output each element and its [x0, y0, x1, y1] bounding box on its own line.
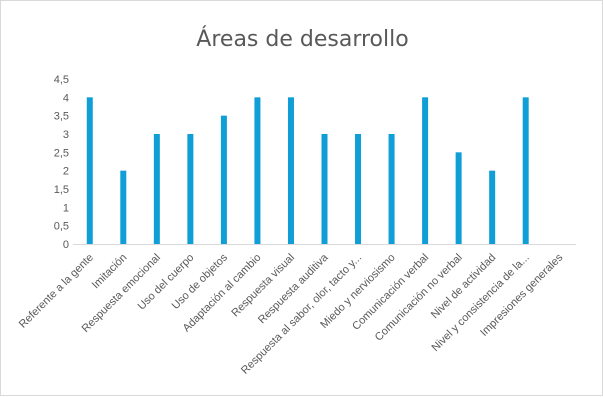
x-tick-label: Respuesta al sabor, olor, tacto y...	[239, 252, 364, 377]
y-tick-label: 3,5	[54, 111, 69, 123]
bar	[522, 97, 529, 244]
y-tick-label: 4,5	[54, 74, 69, 86]
y-tick-label: 4	[63, 92, 69, 104]
y-tick-label: 1	[63, 202, 69, 214]
bar	[153, 134, 160, 244]
y-tick-label: 0,5	[54, 221, 69, 233]
bar	[254, 97, 261, 244]
bar	[287, 97, 294, 244]
y-tick-label: 1,5	[54, 184, 69, 196]
bar	[187, 134, 194, 244]
bars	[86, 97, 529, 245]
bar	[220, 115, 227, 245]
chart-title: Áreas de desarrollo	[196, 27, 409, 52]
bar	[86, 97, 93, 244]
y-tick-label: 3	[63, 129, 69, 141]
bar	[355, 134, 362, 244]
bar	[422, 97, 429, 244]
y-tick-label: 0	[63, 239, 69, 251]
y-tick-label: 2,5	[54, 147, 69, 159]
bar	[489, 170, 496, 244]
bar	[321, 134, 328, 244]
y-tick-label: 2	[63, 166, 69, 178]
bar	[120, 170, 127, 244]
bar	[388, 134, 395, 244]
x-tick-label: Referente a la gente	[17, 252, 96, 331]
bar	[455, 152, 462, 244]
y-axis-ticks: 0 0,5 1 1,5 2 2,5 3 3,5 4 4,5	[54, 74, 69, 251]
